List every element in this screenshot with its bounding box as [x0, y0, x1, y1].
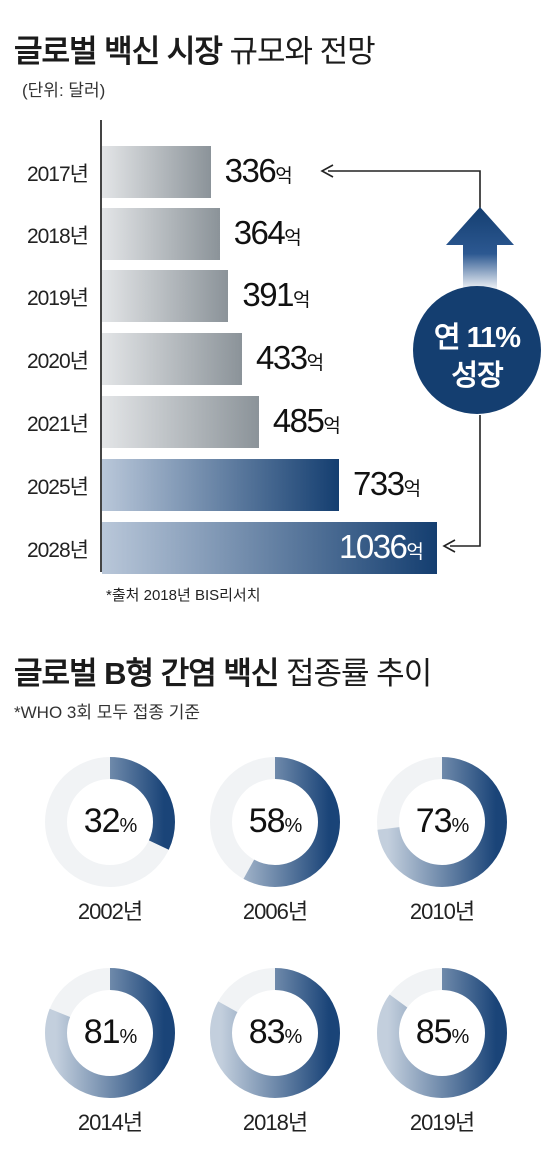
y-tick-label: 2017년 [26, 163, 89, 186]
vacc-title-rest: 접종률 추이 [278, 656, 432, 691]
bar [102, 208, 220, 260]
arrowhead-top [320, 164, 334, 178]
bar [102, 270, 229, 322]
market-unit-note: (단위: 달러) [22, 81, 106, 100]
donut-arc [377, 757, 507, 887]
source-note: *출처 2018년 BIS리서치 [106, 587, 261, 604]
vaccination-chart-title: 글로벌 B형 간염 백신 접종률 추이 [14, 648, 432, 693]
y-tick-label: 2018년 [26, 225, 89, 248]
donut-arc [45, 968, 175, 1098]
donut-year-label: 2018년 [242, 1110, 308, 1135]
donut-value-label: 81% [83, 1013, 138, 1051]
y-axis-line [100, 120, 102, 572]
donut-year-label: 2019년 [409, 1110, 475, 1135]
bar-value-label: 485억 [272, 402, 341, 439]
bar [102, 396, 259, 448]
bar-value-label: 391억 [242, 276, 310, 313]
donut-year-label: 2014년 [77, 1110, 143, 1135]
connector-line-top [328, 170, 481, 210]
donut-value-label: 32% [83, 802, 138, 840]
donut-value-label: 58% [248, 802, 303, 840]
bar [102, 522, 437, 574]
y-tick-label: 2020년 [26, 350, 89, 373]
donut-value-label: 73% [415, 802, 470, 840]
growth-circle [413, 286, 541, 414]
donut-year-label: 2010년 [409, 899, 475, 924]
vacc-title-bold: 글로벌 B형 간염 백신 [14, 656, 279, 691]
donut-year-label: 2006년 [242, 899, 308, 924]
bar [102, 333, 242, 385]
donut-arc [210, 968, 340, 1098]
y-tick-label: 2021년 [26, 413, 89, 436]
bar-value-label: 433억 [256, 339, 324, 376]
market-title-rest: 규모와 전망 [221, 34, 375, 69]
vaccination-note: *WHO 3회 모두 접종 기준 [14, 703, 200, 722]
growth-up-arrow [446, 207, 514, 292]
donut-value-label: 85% [415, 1013, 470, 1051]
donut-arc [45, 757, 175, 887]
arrowhead-bottom [442, 539, 456, 553]
bar [102, 146, 211, 198]
bar [102, 459, 340, 511]
bar-value-label: 336억 [224, 152, 293, 189]
bar-value-label: 364억 [233, 214, 302, 251]
growth-label-line1: 연 11% [433, 322, 521, 354]
market-title-bold: 글로벌 백신 시장 [14, 34, 223, 69]
donut-value-label: 83% [248, 1013, 303, 1051]
bar-value-label: 733억 [353, 465, 421, 502]
donut-arc [377, 968, 507, 1098]
donut-arc [210, 757, 340, 887]
bar-value-label: 1036억 [339, 528, 424, 565]
market-chart-title: 글로벌 백신 시장 규모와 전망 [14, 26, 376, 71]
growth-label-line2: 성장 [451, 360, 503, 392]
y-tick-label: 2025년 [26, 476, 89, 499]
connector-line-bottom [450, 415, 481, 547]
donut-year-label: 2002년 [77, 899, 143, 924]
y-tick-label: 2019년 [26, 287, 89, 310]
y-tick-label: 2028년 [26, 539, 89, 562]
